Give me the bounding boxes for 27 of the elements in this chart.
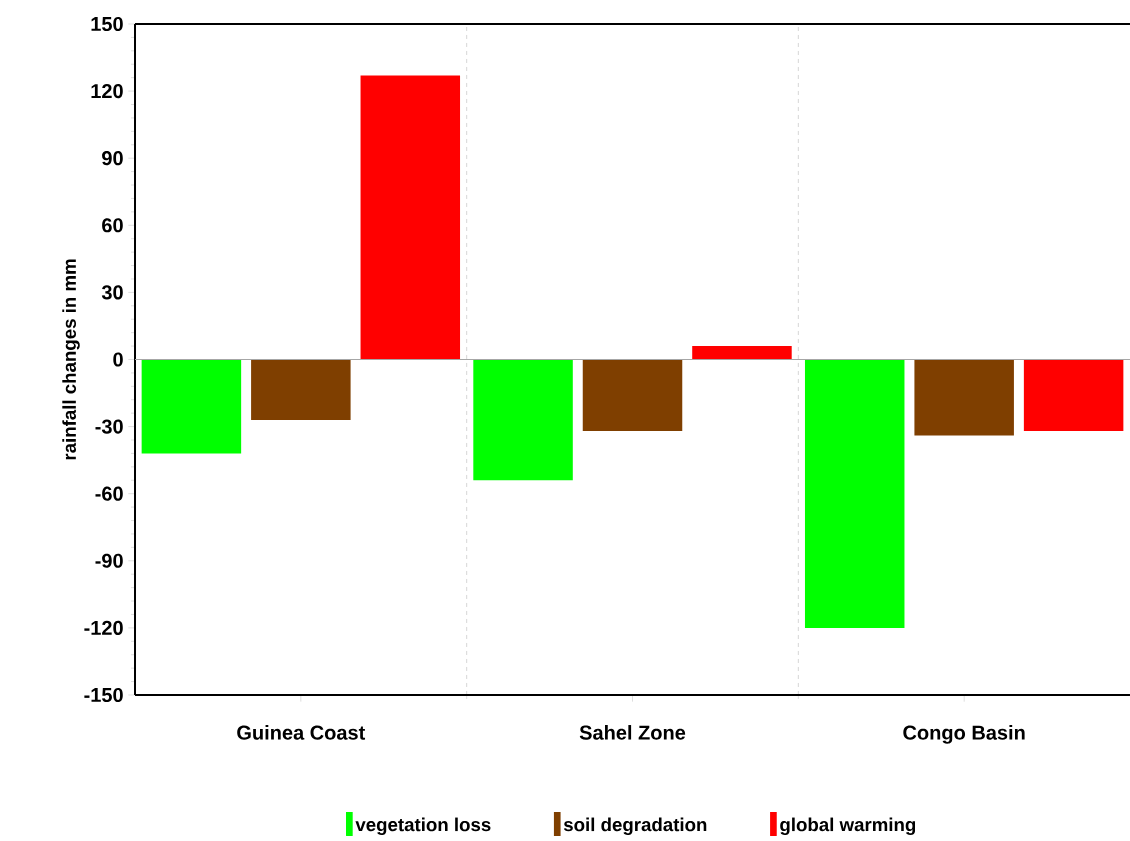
- y-tick-label: -30: [95, 419, 123, 434]
- y-tick-label: 150: [91, 16, 123, 32]
- x-tick-label: Sahel Zone: [579, 725, 686, 740]
- y-tick-label: 90: [102, 151, 123, 166]
- y-tick-label: 120: [91, 84, 123, 99]
- y-tick-label: 0: [113, 352, 123, 367]
- y-tick-label: -60: [95, 486, 123, 501]
- legend-label: vegetation loss: [355, 817, 491, 836]
- x-tick-label: Congo Basin: [903, 725, 1025, 744]
- bar: [251, 359, 351, 420]
- bar: [1023, 359, 1124, 432]
- x-tick-label: Guinea Coast: [237, 725, 366, 740]
- bar: [360, 75, 461, 360]
- legend-label: soil degradation: [563, 817, 707, 836]
- y-tick-label: 60: [102, 218, 123, 233]
- bar: [804, 359, 905, 628]
- bar: [914, 359, 1014, 436]
- y-tick-label: -150: [84, 687, 123, 703]
- bar: [692, 346, 792, 360]
- y-tick-label: 30: [101, 285, 123, 300]
- y-axis-title: rainfall changes in mm: [62, 259, 80, 460]
- y-tick-label: -90: [95, 553, 123, 568]
- bar: [582, 359, 683, 432]
- bar: [473, 359, 573, 481]
- bar: [141, 359, 242, 454]
- legend-label: global warming: [780, 817, 916, 836]
- y-tick-label: -120: [84, 620, 123, 635]
